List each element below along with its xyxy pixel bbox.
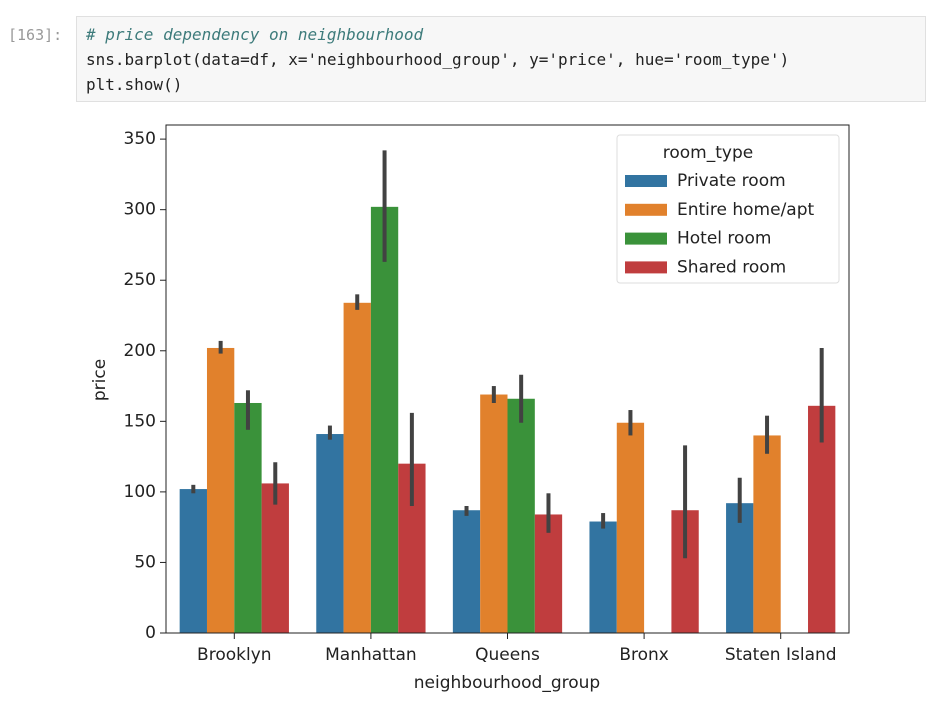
bar	[589, 521, 617, 633]
cell-prompt: [163]:	[8, 26, 63, 44]
y-tick-label: 150	[124, 411, 156, 431]
code-cell[interactable]: # price dependency on neighbourhood sns.…	[76, 16, 926, 102]
bar	[726, 503, 754, 633]
bar	[370, 206, 399, 633]
legend-swatch	[625, 175, 667, 187]
legend-label: Hotel room	[677, 229, 771, 249]
x-tick-label: Queens	[475, 645, 540, 665]
y-tick-label: 350	[124, 129, 156, 149]
x-tick-label: Bronx	[619, 645, 669, 665]
y-tick-label: 0	[145, 623, 156, 643]
code-line: plt.show()	[86, 75, 183, 94]
bar	[179, 489, 207, 633]
legend-label: Entire home/apt	[677, 200, 815, 220]
legend-swatch	[625, 203, 667, 216]
bar	[507, 398, 535, 633]
x-tick-label: Brooklyn	[197, 645, 271, 665]
legend-swatch	[625, 232, 667, 245]
y-tick-label: 50	[134, 552, 156, 572]
bar	[206, 347, 235, 633]
bar	[234, 402, 262, 633]
y-axis-label: price	[90, 359, 110, 401]
y-tick-label: 300	[124, 200, 156, 220]
bar	[343, 302, 371, 633]
code-line: sns.barplot(data=df, x='neighbourhood_gr…	[86, 50, 790, 69]
legend-swatch	[625, 261, 667, 274]
plot-frame	[165, 124, 850, 634]
bar	[616, 422, 645, 633]
bar	[808, 405, 836, 633]
legend-title: room_type	[663, 143, 753, 163]
x-axis-label: neighbourhood_group	[414, 673, 600, 693]
legend-label: Shared room	[677, 257, 786, 277]
code-line: # price dependency on neighbourhood	[86, 25, 424, 44]
bar	[261, 483, 289, 633]
legend-box	[616, 134, 840, 284]
y-tick-label: 100	[124, 482, 156, 502]
bar	[452, 510, 481, 633]
bar	[753, 435, 781, 633]
y-tick-label: 250	[124, 270, 156, 290]
bar	[480, 394, 508, 633]
y-tick-label: 200	[124, 341, 156, 361]
x-tick-label: Manhattan	[325, 645, 417, 665]
bar	[316, 434, 344, 633]
x-tick-label: Staten Island	[725, 645, 837, 665]
legend-label: Private room	[677, 171, 786, 191]
bar	[534, 514, 563, 633]
